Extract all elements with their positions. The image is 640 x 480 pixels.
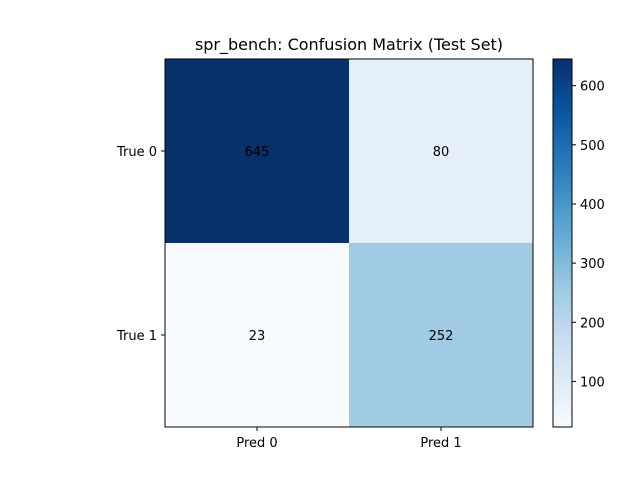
x-tick-label-1: Pred 1 [420, 436, 461, 451]
heatmap-cell-r0-c1 [349, 59, 533, 243]
cell-value-label-r0-c0: 645 [245, 145, 270, 160]
chart-title: spr_bench: Confusion Matrix (Test Set) [195, 35, 503, 55]
y-tick-label-1: True 1 [116, 329, 157, 344]
heatmap-cell-r1-c0 [165, 243, 349, 427]
heatmap-cells: 645 80 23 252 [165, 59, 533, 427]
cell-value-label-r1-c1: 252 [429, 329, 454, 344]
colorbar-tick-label-3: 400 [580, 198, 605, 213]
y-tick-label-0: True 0 [116, 145, 157, 160]
heatmap-cell-r1-c1 [349, 243, 533, 427]
plot-frame [164, 58, 534, 428]
colorbar-tick-label-4: 500 [580, 139, 605, 154]
colorbar-tick-label-5: 600 [580, 80, 605, 95]
cell-value-label-r1-c0: 23 [249, 329, 266, 344]
cell-value-label-r0-c1: 80 [433, 145, 450, 160]
x-tick-label-0: Pred 0 [236, 436, 277, 451]
colorbar-tick-label-2: 300 [580, 257, 605, 272]
axes: Pred 0 Pred 1 True 0 True 1 [116, 145, 462, 451]
colorbar-gradient [552, 58, 573, 428]
heatmap-cell-r0-c0 [165, 59, 349, 243]
colorbar: 100 200 300 400 500 600 [552, 58, 605, 428]
colorbar-tick-label-1: 200 [580, 316, 605, 331]
colorbar-tick-label-0: 100 [580, 375, 605, 390]
